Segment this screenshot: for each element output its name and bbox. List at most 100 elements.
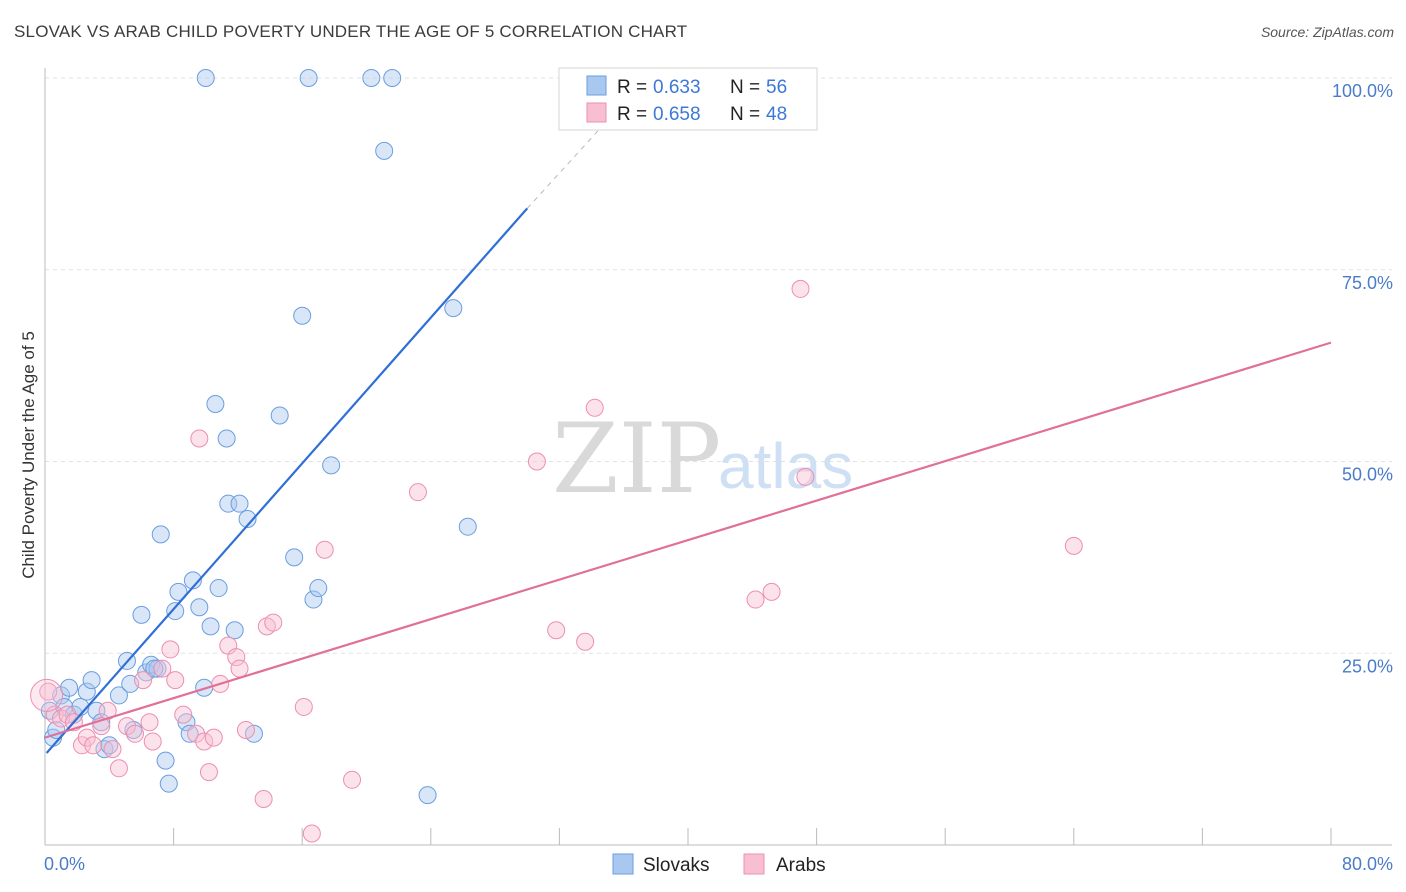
bottom-legend-arabs: Arabs <box>776 855 826 876</box>
arab-point <box>230 659 249 678</box>
arab-point <box>195 732 214 751</box>
arab-point <box>143 732 162 751</box>
slovak-point <box>375 141 394 160</box>
legend-swatch-arabs <box>586 102 607 123</box>
axes <box>44 68 1392 846</box>
slovak-point <box>190 598 209 617</box>
arab-point <box>190 429 209 448</box>
slovak-point <box>166 602 185 621</box>
arab-point <box>547 621 566 640</box>
slovak-point <box>362 69 381 87</box>
arab-point <box>294 697 313 716</box>
arab-point <box>166 671 185 690</box>
bottom-legend-swatch-arabs <box>743 853 765 875</box>
slovak-point <box>109 686 128 705</box>
arab-point <box>140 713 159 732</box>
trend-lines <box>44 119 1332 754</box>
arab-point <box>576 632 595 651</box>
watermark-zip: ZIP <box>552 403 721 515</box>
legend-r-value-slovaks: 0.633 <box>653 77 701 98</box>
arab-point <box>527 452 546 471</box>
slovak-point <box>309 579 328 598</box>
legend-r-label-slovaks: R = <box>617 77 647 98</box>
legend-r-value-arabs: 0.658 <box>653 104 701 125</box>
arab-point <box>254 789 273 808</box>
watermark-atlas: atlas <box>718 430 853 502</box>
slovak-point <box>132 605 151 624</box>
arab-point <box>174 705 193 724</box>
correlation-legend: R = 0.633 N = 56 R = 0.658 N = 48 <box>558 67 818 131</box>
slovak-point <box>169 582 188 601</box>
watermark: ZIP atlas <box>552 403 853 515</box>
arab-point <box>84 736 103 755</box>
arab-point <box>39 682 58 701</box>
source-label: Source: ZipAtlas.com <box>1260 24 1394 40</box>
slovak-point <box>151 525 170 544</box>
slovak-point <box>418 786 437 805</box>
data-points <box>30 69 1083 843</box>
slovak-point <box>299 69 318 87</box>
slovak-point <box>47 720 66 739</box>
arab-point <box>236 720 255 739</box>
slovak-point <box>201 617 220 636</box>
arab-point <box>103 740 122 759</box>
slovak-point <box>285 548 304 567</box>
slovak-point <box>322 456 341 475</box>
slovak-point <box>304 590 323 609</box>
arab-point <box>204 728 223 747</box>
legend-n-label-arabs: N = <box>730 104 760 125</box>
bottom-legend-slovaks: Slovaks <box>643 855 710 876</box>
slovak-point <box>196 69 215 87</box>
series-legend: Slovaks Arabs <box>612 853 826 876</box>
arab-point <box>746 590 765 609</box>
slovak-point <box>270 406 289 425</box>
arab-point <box>58 705 77 724</box>
legend-n-value-arabs: 48 <box>766 104 787 125</box>
slovak-trend-line <box>45 207 529 754</box>
chart-title: SLOVAK VS ARAB CHILD POVERTY UNDER THE A… <box>14 22 688 41</box>
y-tick-label-100: 100.0% <box>1332 81 1393 101</box>
arab-point <box>302 824 321 843</box>
arab-point <box>77 728 96 747</box>
arab-point <box>264 613 283 632</box>
y-tick-label-75: 75.0% <box>1342 273 1393 293</box>
bottom-legend-swatch-slovaks <box>612 853 634 875</box>
y-tick-labels: 25.0% 50.0% 75.0% 100.0% <box>1332 81 1393 676</box>
slovak-point <box>217 429 236 448</box>
slovak-point <box>82 671 101 690</box>
arab-point <box>791 279 810 298</box>
arab-point <box>585 398 604 417</box>
legend-swatch-slovaks <box>586 75 607 96</box>
slovak-point <box>444 299 463 318</box>
x-tick-label-min: 0.0% <box>44 854 85 874</box>
slovak-point <box>209 579 228 598</box>
x-tick-label-max: 80.0% <box>1342 854 1393 874</box>
arab-point <box>315 540 334 559</box>
slovak-point <box>230 494 249 513</box>
y-tick-label-25: 25.0% <box>1342 656 1393 676</box>
arab-point <box>134 671 153 690</box>
y-tick-label-50: 50.0% <box>1342 465 1393 485</box>
slovak-point <box>60 678 79 697</box>
arab-point <box>762 582 781 601</box>
legend-n-label-slovaks: N = <box>730 77 760 98</box>
slovak-point <box>159 774 178 793</box>
arab-point <box>199 763 218 782</box>
slovak-point <box>183 571 202 590</box>
slovak-point <box>383 69 402 87</box>
arab-point <box>126 724 145 743</box>
legend-n-value-slovaks: 56 <box>766 77 787 98</box>
slovak-point <box>238 510 257 529</box>
slovak-point <box>156 751 175 770</box>
grid-lines <box>45 77 1392 654</box>
arab-point <box>343 770 362 789</box>
arab-point <box>153 659 172 678</box>
slovak-point <box>458 517 477 536</box>
arab-point <box>30 678 64 712</box>
x-tick-labels: 0.0% 80.0% <box>44 854 1393 874</box>
arab-point <box>1064 536 1083 555</box>
arab-point <box>227 648 246 667</box>
slovak-point <box>225 621 244 640</box>
arab-point <box>109 759 128 778</box>
